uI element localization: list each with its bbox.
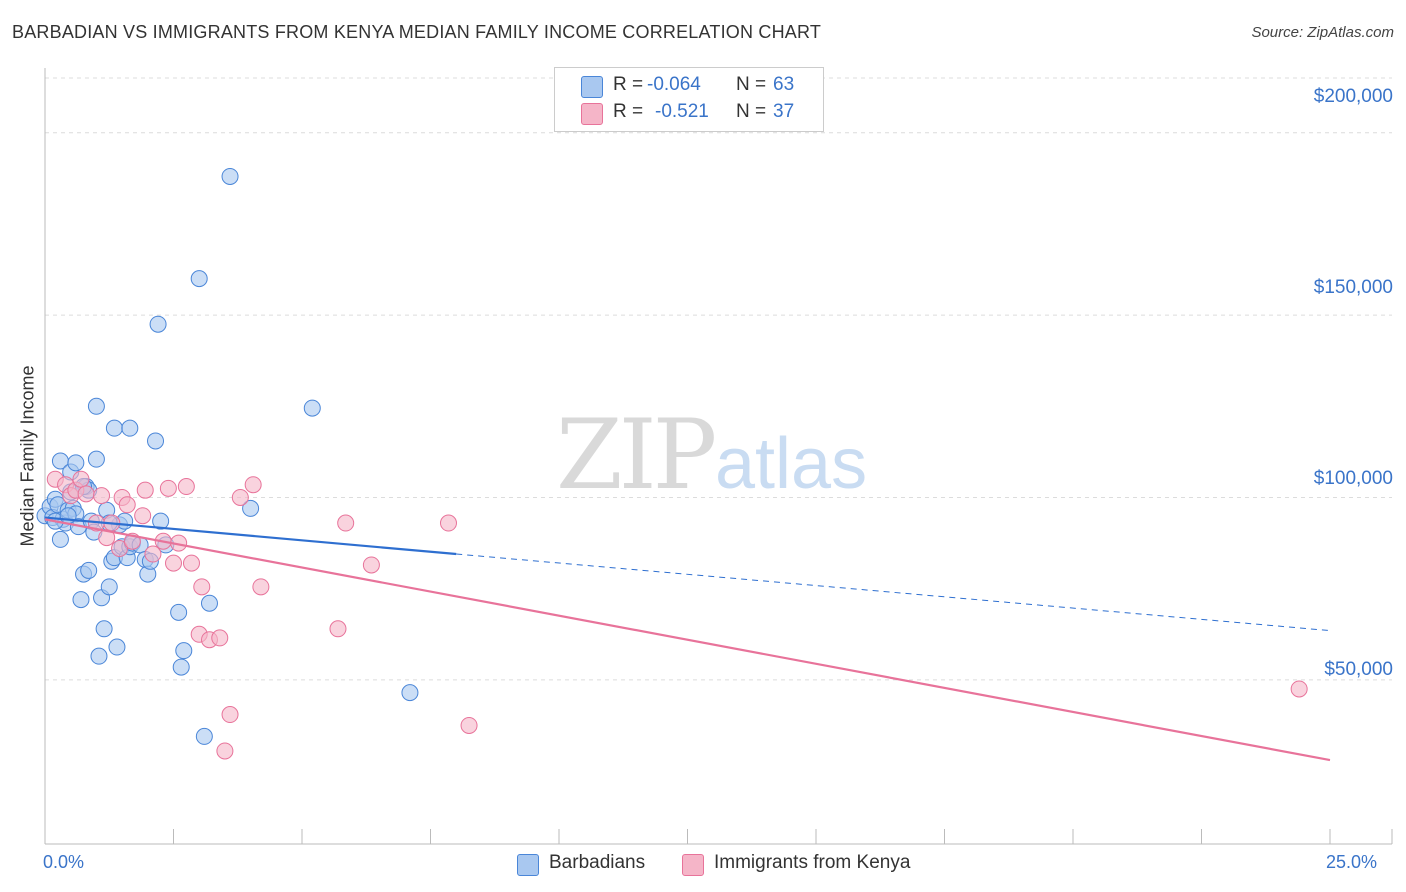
barbadians-point	[121, 419, 139, 437]
barbadians-point	[152, 512, 170, 530]
kenya-point	[72, 470, 90, 488]
barbadians-point	[105, 419, 123, 437]
r-label: R =	[613, 74, 644, 95]
kenya-point	[460, 716, 478, 734]
watermark-atlas: atlas	[715, 424, 867, 504]
y-axis-label: Median Family Income	[17, 365, 38, 547]
barbadians-point	[100, 578, 118, 596]
barbadians-trend-dashed	[456, 553, 1331, 632]
kenya-point	[221, 706, 239, 724]
legend-label: Barbadians	[549, 852, 646, 873]
kenya-point	[159, 479, 177, 497]
barbadians-point	[175, 642, 193, 660]
kenya-point	[216, 742, 234, 760]
kenya-point	[193, 578, 211, 596]
x-tick-label-max: 25.0%	[1326, 852, 1378, 872]
barbadians-point	[108, 638, 126, 656]
barbadians-swatch	[581, 76, 603, 98]
watermark-zip: ZIP	[556, 399, 715, 511]
barbadians-point	[190, 270, 208, 288]
kenya-point	[211, 629, 229, 647]
barbadians-point	[147, 432, 165, 450]
y-tick-label-50k: $50,000	[1324, 659, 1393, 680]
kenya-point	[144, 545, 162, 563]
barbadians-legend-swatch	[517, 854, 539, 876]
barbadians-trend-line	[44, 516, 457, 556]
barbadians-point	[195, 727, 213, 745]
kenya-point	[362, 556, 380, 574]
kenya-point	[231, 488, 249, 506]
kenya-point	[93, 487, 111, 505]
barbadians-point	[87, 450, 105, 468]
barbadians-point	[401, 684, 419, 702]
chart-title: BARBADIAN VS IMMIGRANTS FROM KENYA MEDIA…	[12, 22, 822, 42]
x-tick-label-min: 0.0%	[43, 852, 85, 872]
kenya-point	[244, 476, 262, 494]
barbadians-point	[95, 620, 113, 638]
barbadians-point	[170, 603, 188, 621]
barbadians-point	[87, 397, 105, 415]
barbadians-point	[303, 399, 321, 417]
n-value: 37	[773, 101, 795, 122]
barbadians-point	[172, 658, 190, 676]
barbadians-point	[221, 167, 239, 185]
barbadians-point	[59, 507, 77, 525]
y-tick-label-100k: $100,000	[1313, 468, 1393, 489]
kenya-legend-swatch	[682, 854, 704, 876]
stats-legend: R = -0.064 N = 63 R = -0.521 N = 37	[554, 67, 824, 132]
kenya-point	[136, 481, 154, 499]
kenya-point	[182, 554, 200, 572]
kenya-swatch	[581, 103, 603, 125]
barbadians-point	[72, 591, 90, 609]
r-value: -0.064	[647, 74, 701, 95]
y-tick-label-150k: $150,000	[1313, 277, 1393, 298]
n-label: N =	[736, 74, 767, 95]
barbadians-point	[80, 561, 98, 579]
kenya-point	[177, 478, 195, 496]
source-note: Source: ZipAtlas.com	[1251, 24, 1394, 41]
kenya-point	[337, 514, 355, 532]
barbadians-point	[67, 454, 85, 472]
n-label: N =	[736, 101, 767, 122]
kenya-trend-line	[44, 518, 1331, 762]
kenya-point	[252, 578, 270, 596]
n-value: 63	[773, 74, 795, 95]
legend-label: Immigrants from Kenya	[714, 852, 911, 873]
r-label: R =	[613, 101, 644, 122]
r-value: -0.521	[655, 101, 709, 122]
barbadians-point	[51, 530, 69, 548]
kenya-point	[329, 620, 347, 638]
stats-row-kenya: R = -0.521 N = 37	[555, 101, 823, 127]
y-tick-label-200k: $200,000	[1313, 86, 1393, 107]
kenya-point	[439, 514, 457, 532]
kenya-point	[165, 554, 182, 572]
kenya-point	[118, 496, 136, 514]
barbadians-point	[90, 647, 108, 665]
kenya-point	[77, 485, 95, 503]
kenya-point	[134, 507, 152, 525]
barbadians-point	[149, 315, 167, 333]
barbadians-point	[242, 499, 260, 517]
kenya-point	[111, 540, 129, 558]
barbadians-point	[200, 594, 218, 612]
kenya-point	[1290, 680, 1308, 698]
stats-row-barbadians: R = -0.064 N = 63	[555, 74, 823, 100]
